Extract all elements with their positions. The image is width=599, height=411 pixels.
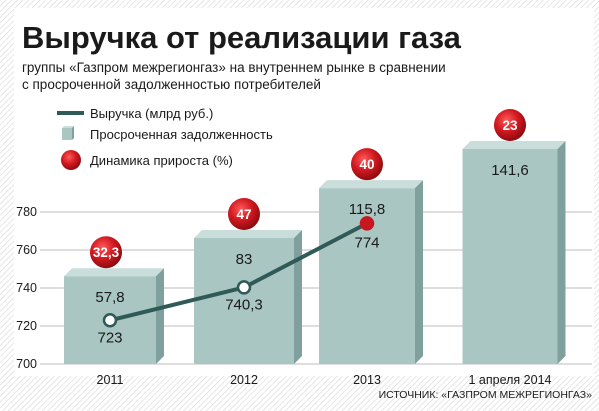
- revenue-value-label: 774: [354, 234, 379, 251]
- bar-value-label: 57,8: [95, 289, 124, 306]
- source-note: ИСТОЧНИК: «ГАЗПРОМ МЕЖРЕГИОНГАЗ»: [379, 389, 593, 401]
- title-block-bg: [14, 8, 594, 96]
- bar-1 апреля 2014: 141,6: [462, 141, 566, 364]
- chart-title: Выручка от реализации газа: [22, 20, 462, 55]
- bar-top: [319, 180, 423, 189]
- y-tick-label: 720: [16, 319, 37, 333]
- legend-bar-swatch: [62, 126, 74, 140]
- bar-face: [194, 237, 294, 364]
- bar-side: [294, 229, 302, 364]
- growth-badges-group: 32,3 47 40 23: [90, 109, 526, 269]
- legend-growth-swatch: [61, 150, 81, 170]
- bar-2013: 115,8: [319, 180, 423, 364]
- revenue-line-group: 723 740,3 774: [97, 216, 380, 346]
- growth-badge: 32,3: [90, 236, 122, 269]
- bars-group: 57,8 83 115,8 141,6: [64, 141, 566, 364]
- bar-top: [64, 268, 164, 277]
- growth-circle: [351, 148, 383, 181]
- growth-badge: 47: [228, 197, 260, 230]
- bar-value-label: 83: [236, 251, 253, 268]
- legend-debt-label: Просроченная задолженность: [90, 127, 273, 142]
- revenue-point: [236, 280, 252, 295]
- growth-value-label: 23: [502, 118, 518, 133]
- chart-subtitle-line2: с просроченной задолженностью потребител…: [22, 77, 321, 92]
- legend-growth-label: Динамика прироста (%): [90, 153, 233, 168]
- bar-value-label: 141,6: [491, 162, 529, 179]
- revenue-value-label: 723: [97, 329, 122, 346]
- bar-value-label: 115,8: [349, 201, 385, 218]
- bar-side: [557, 141, 566, 364]
- y-tick-label: 740: [16, 281, 37, 295]
- growth-circle: [494, 109, 526, 141]
- bar-2012: 83: [194, 229, 302, 364]
- growth-value-label: 40: [359, 157, 374, 172]
- bar-top: [462, 141, 566, 149]
- revenue-point: [359, 216, 375, 231]
- revenue-point: [102, 313, 118, 328]
- bar-side: [415, 180, 423, 364]
- bar-side: [156, 268, 164, 364]
- growth-circle: [90, 236, 122, 269]
- y-tick-label: 700: [16, 357, 37, 371]
- legend: Выручка (млрд руб.) Просроченная задолже…: [57, 106, 273, 170]
- growth-value-label: 47: [236, 207, 251, 222]
- y-tick-label: 780: [16, 205, 37, 219]
- x-category-label: 2011: [97, 373, 124, 387]
- bar-top: [194, 229, 302, 238]
- bar-face: [462, 149, 558, 364]
- growth-circle: [228, 197, 260, 230]
- legend-revenue-label: Выручка (млрд руб.): [90, 106, 213, 121]
- y-axis-ticks: 700 720 740 760 780: [16, 205, 37, 371]
- x-category-label: 1 апреля 2014: [469, 373, 552, 387]
- revenue-value-label: 740,3: [225, 296, 263, 313]
- x-category-label: 2012: [230, 373, 258, 387]
- x-category-label: 2013: [353, 373, 381, 387]
- growth-badge: 40: [351, 148, 383, 181]
- x-axis-labels: 2011 2012 2013 1 апреля 2014: [97, 373, 552, 387]
- chart-subtitle-line1: группы «Газпром межрегионгаз» на внутрен…: [22, 60, 446, 75]
- y-tick-label: 760: [16, 243, 37, 257]
- growth-badge: 23: [494, 109, 526, 141]
- growth-value-label: 32,3: [93, 245, 120, 260]
